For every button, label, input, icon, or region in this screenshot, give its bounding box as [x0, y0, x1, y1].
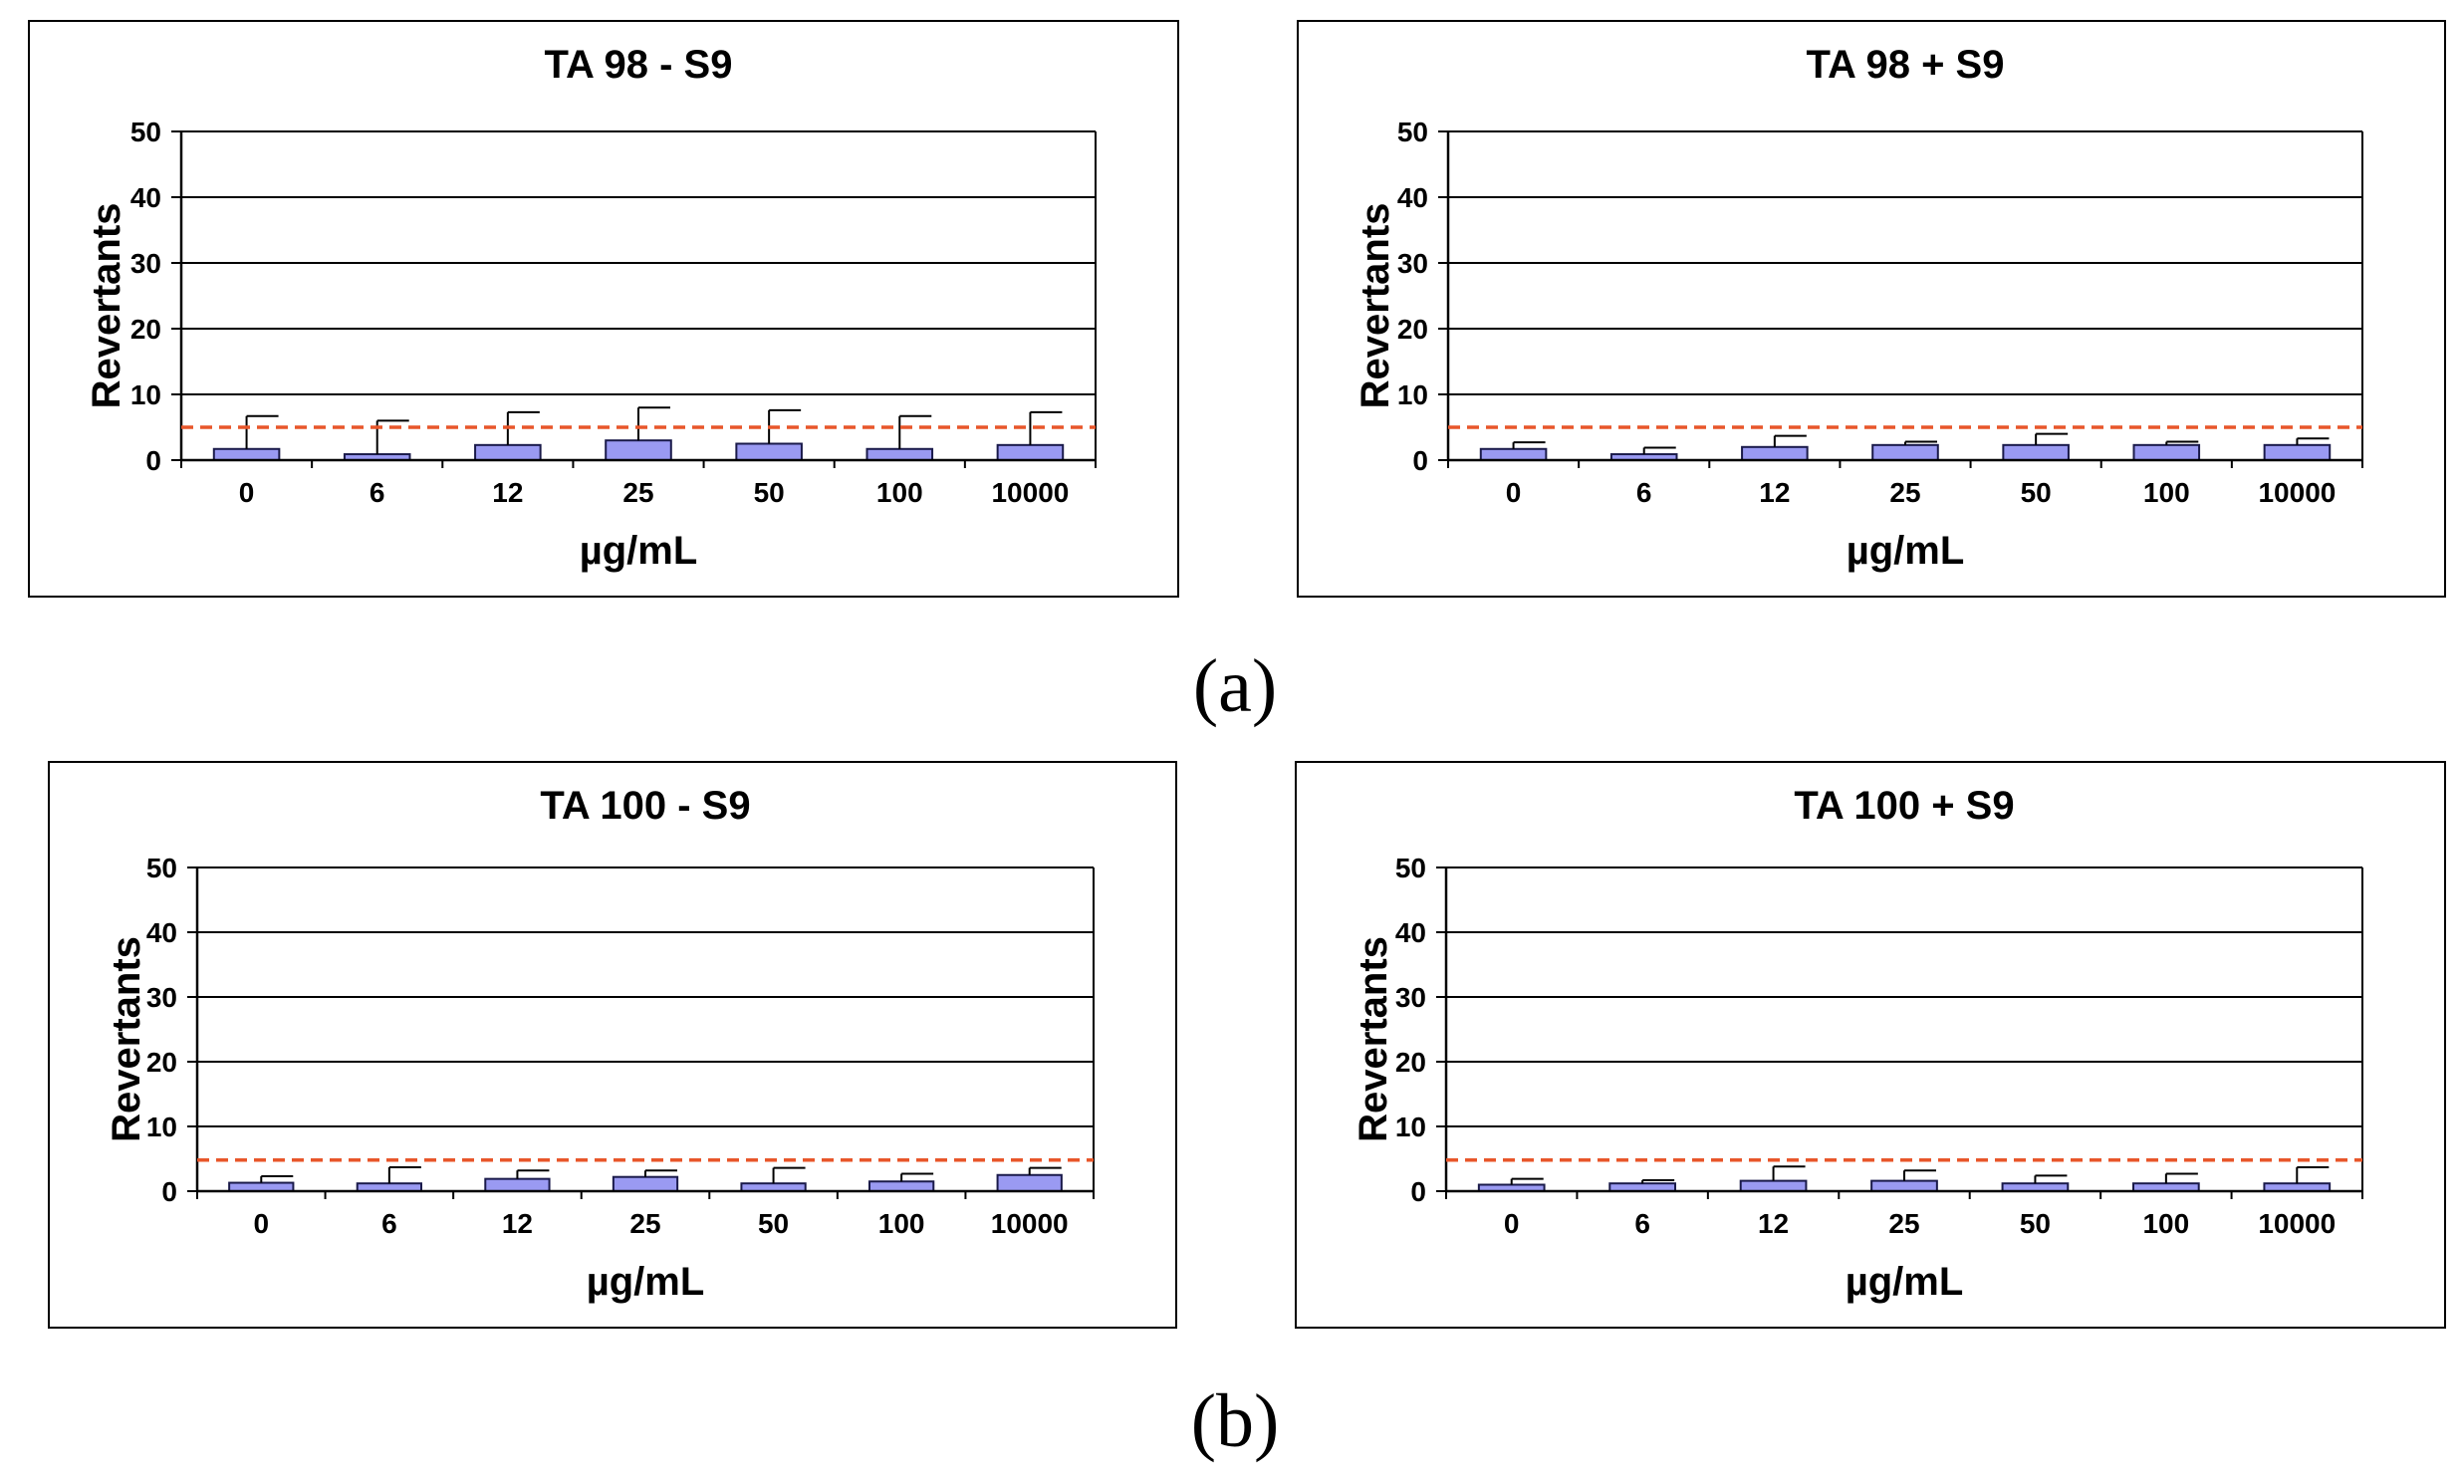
- x-tick-label: 6: [1634, 1208, 1650, 1239]
- y-axis-label: Revertants: [85, 203, 128, 409]
- y-tick-label: 50: [1395, 853, 1426, 883]
- x-tick-label: 0: [239, 477, 255, 508]
- y-axis-label: Revertants: [105, 936, 148, 1142]
- y-axis-label: Revertants: [1352, 936, 1395, 1142]
- x-tick-label: 25: [622, 477, 653, 508]
- bar-25: [1870, 1179, 1938, 1193]
- y-tick-label: 20: [130, 314, 161, 345]
- chart-svg: TA 98 + S9 0 10 20 30 40 50 0 6 12 25 50 100 10000 µg/…: [1354, 43, 2363, 573]
- bar-12: [474, 443, 542, 462]
- bar-12: [484, 1177, 551, 1192]
- bar-12: [1739, 1179, 1808, 1193]
- chart-title: TA 100 - S9: [540, 784, 750, 828]
- y-tick-label: 10: [1395, 1112, 1426, 1142]
- x-tick-label: 0: [1506, 477, 1522, 508]
- bar-50: [735, 442, 803, 461]
- y-tick-label: 10: [146, 1112, 177, 1142]
- chart-ta100-plus-s9: TA 100 + S9 0 10 20 30 40 50 0 6 12 25 50 100 10000 µg…: [1295, 761, 2446, 1329]
- bar-10000: [996, 1173, 1063, 1192]
- y-tick-label: 40: [1397, 182, 1428, 213]
- caption-a: (a): [1192, 644, 1278, 728]
- x-tick-label: 50: [758, 1208, 789, 1239]
- y-tick-label: 0: [161, 1176, 177, 1207]
- x-tick-label: 0: [1504, 1208, 1520, 1239]
- y-tick-label: 20: [1395, 1047, 1426, 1078]
- bar-0: [228, 1181, 295, 1192]
- y-tick-label: 30: [146, 982, 177, 1013]
- x-tick-label: 100: [876, 477, 923, 508]
- x-tick-label: 50: [754, 477, 785, 508]
- x-tick-label: 100: [2143, 477, 2190, 508]
- x-tick-label: 25: [1889, 477, 1920, 508]
- x-tick-label: 100: [878, 1208, 925, 1239]
- y-tick-label: 50: [1397, 117, 1428, 147]
- y-axis-label: Revertants: [1354, 203, 1397, 409]
- y-tick-label: 30: [1397, 248, 1428, 279]
- x-tick-label: 12: [502, 1208, 533, 1239]
- chart-ta98-minus-s9: TA 98 - S9 0 10 20 30 40 50 0 6 12 25 50 100 10000 µg/…: [28, 20, 1179, 598]
- x-tick-label: 50: [2020, 1208, 2051, 1239]
- x-tick-label: 0: [253, 1208, 269, 1239]
- chart-title: TA 100 + S9: [1794, 784, 2014, 828]
- x-axis-label: µg/mL: [1847, 529, 1965, 573]
- x-axis-label: µg/mL: [1846, 1260, 1964, 1304]
- x-tick-label: 12: [1759, 477, 1790, 508]
- x-tick-label: 12: [1758, 1208, 1789, 1239]
- bar-10000: [996, 443, 1065, 462]
- chart-ta100-minus-s9: TA 100 - S9 0 10 20 30 40 50 0 6 12 25 50 100 10000 µg…: [48, 761, 1177, 1329]
- bar-10000: [2263, 443, 2332, 462]
- bar-25: [612, 1175, 679, 1193]
- y-tick-label: 0: [1410, 1176, 1426, 1207]
- bar-25: [1871, 443, 1939, 462]
- bar-0: [212, 447, 281, 461]
- chart-ta98-plus-s9: TA 98 + S9 0 10 20 30 40 50 0 6 12 25 50 100 10000 µg/…: [1297, 20, 2446, 598]
- x-axis-label: µg/mL: [587, 1260, 705, 1304]
- bar-25: [605, 439, 672, 462]
- x-tick-label: 10000: [991, 1208, 1069, 1239]
- bar-100: [2132, 443, 2201, 462]
- x-tick-label: 12: [492, 477, 523, 508]
- y-tick-label: 20: [1397, 314, 1428, 345]
- chart-title: TA 98 - S9: [545, 43, 733, 87]
- x-tick-label: 25: [629, 1208, 660, 1239]
- x-tick-label: 6: [1636, 477, 1652, 508]
- y-tick-label: 40: [130, 182, 161, 213]
- x-tick-label: 50: [2021, 477, 2052, 508]
- y-tick-label: 40: [1395, 917, 1426, 948]
- y-tick-label: 40: [146, 917, 177, 948]
- x-tick-label: 6: [381, 1208, 397, 1239]
- caption-b: (b): [1190, 1379, 1280, 1463]
- bar-100: [865, 447, 934, 461]
- chart-title: TA 98 + S9: [1807, 43, 2005, 87]
- y-tick-label: 50: [130, 117, 161, 147]
- y-tick-label: 20: [146, 1047, 177, 1078]
- x-tick-label: 10000: [2258, 1208, 2336, 1239]
- y-tick-label: 30: [130, 248, 161, 279]
- chart-svg: TA 98 - S9 0 10 20 30 40 50 0 6 12 25 50 100 10000 µg/…: [85, 43, 1097, 573]
- chart-svg: TA 100 - S9 0 10 20 30 40 50 0 6 12 25 50 100 10000 µg…: [105, 784, 1095, 1304]
- bar-100: [868, 1180, 935, 1192]
- y-tick-label: 30: [1395, 982, 1426, 1013]
- x-tick-label: 6: [370, 477, 385, 508]
- y-tick-label: 0: [145, 445, 161, 476]
- bar-0: [1479, 447, 1548, 461]
- x-tick-label: 25: [1888, 1208, 1919, 1239]
- y-tick-label: 50: [146, 853, 177, 883]
- y-tick-label: 0: [1412, 445, 1428, 476]
- bar-12: [1741, 445, 1809, 461]
- x-tick-label: 10000: [991, 477, 1069, 508]
- y-tick-label: 10: [1397, 379, 1428, 410]
- chart-svg: TA 100 + S9 0 10 20 30 40 50 0 6 12 25 50 100 10000 µg…: [1352, 784, 2363, 1304]
- x-tick-label: 10000: [2258, 477, 2336, 508]
- x-tick-label: 100: [2142, 1208, 2189, 1239]
- bar-50: [2002, 443, 2070, 462]
- y-tick-label: 10: [130, 379, 161, 410]
- x-axis-label: µg/mL: [580, 529, 698, 573]
